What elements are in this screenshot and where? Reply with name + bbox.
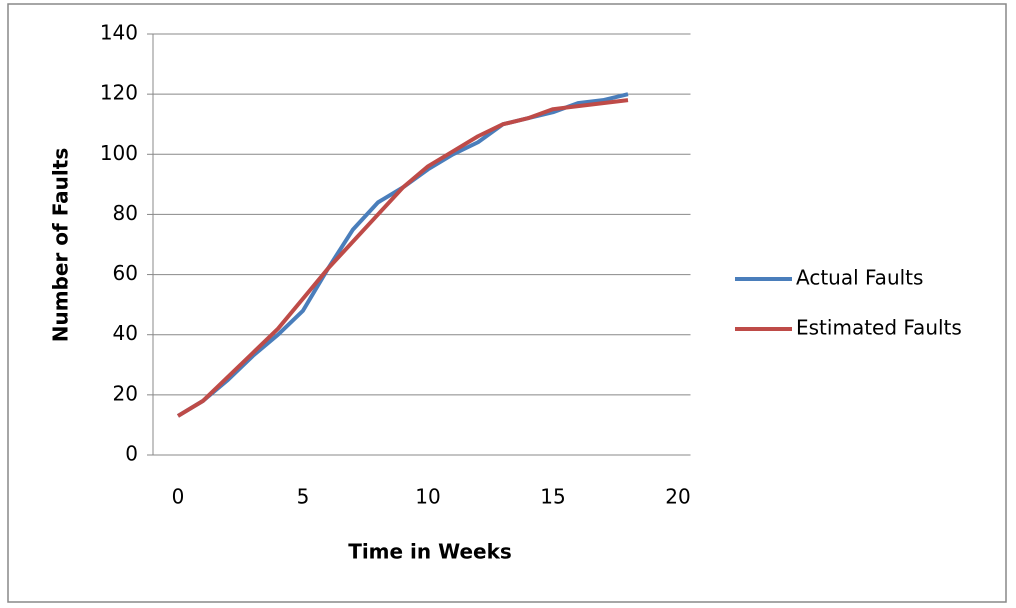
x-tick-label: 10 [415, 485, 440, 509]
y-tick-label: 100 [100, 141, 138, 165]
y-tick-label: 60 [113, 261, 138, 285]
y-tick-label: 20 [113, 381, 138, 405]
series-line [176, 98, 629, 418]
y-axis-title: Number of Faults [49, 148, 73, 342]
x-tick-label: 15 [540, 485, 565, 509]
y-tick-label: 0 [125, 442, 138, 466]
y-tick-label: 140 [100, 21, 138, 45]
y-tick-label: 80 [113, 201, 138, 225]
legend-label: Actual Faults [796, 266, 923, 290]
chart-frame [7, 3, 1007, 603]
x-tick-label: 0 [172, 485, 185, 509]
legend-label: Estimated Faults [796, 316, 962, 340]
x-tick-label: 20 [665, 485, 690, 509]
y-tick-label: 40 [113, 321, 138, 345]
x-tick-label: 5 [297, 485, 310, 509]
x-axis-title: Time in Weeks [348, 540, 512, 564]
y-tick-label: 120 [100, 81, 138, 105]
